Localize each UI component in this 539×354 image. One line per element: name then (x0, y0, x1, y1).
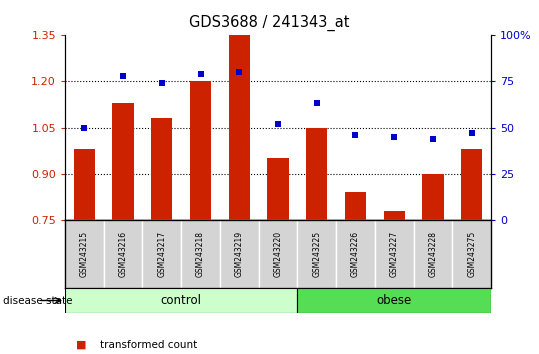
Bar (151, 118, 172, 220)
Bar (103, 220, 142, 288)
Bar (422, 174, 444, 220)
Bar (181, 220, 220, 288)
Point (313, 101, 321, 106)
Bar (461, 149, 482, 220)
Text: GDS3688 / 241343_at: GDS3688 / 241343_at (189, 15, 350, 32)
Text: GSM243227: GSM243227 (390, 231, 399, 277)
Bar (267, 158, 289, 220)
Text: GSM243226: GSM243226 (351, 231, 360, 277)
Point (80, 125, 89, 130)
Text: GSM243218: GSM243218 (196, 231, 205, 277)
Point (467, 130, 476, 136)
Point (157, 80, 166, 86)
Text: disease state: disease state (3, 296, 72, 306)
Bar (336, 220, 375, 288)
Bar (65, 288, 298, 313)
Text: control: control (161, 294, 202, 307)
Bar (229, 29, 250, 220)
Bar (190, 81, 211, 220)
Point (196, 71, 205, 77)
Point (351, 132, 360, 138)
Text: GSM243216: GSM243216 (119, 231, 128, 277)
Bar (65, 220, 103, 288)
Bar (259, 220, 298, 288)
Text: GSM243220: GSM243220 (273, 231, 282, 277)
Text: transformed count: transformed count (100, 340, 197, 350)
Bar (298, 220, 336, 288)
Bar (345, 192, 366, 220)
Bar (384, 211, 405, 220)
Bar (452, 220, 491, 288)
Bar (142, 220, 181, 288)
Point (274, 121, 282, 127)
Point (235, 69, 244, 75)
Text: ■: ■ (76, 340, 86, 350)
Bar (220, 220, 259, 288)
Text: GSM243219: GSM243219 (235, 231, 244, 277)
Text: obese: obese (377, 294, 412, 307)
Bar (413, 220, 452, 288)
Text: GSM243215: GSM243215 (80, 231, 89, 277)
Text: GSM243228: GSM243228 (429, 231, 438, 277)
Text: GSM243217: GSM243217 (157, 231, 167, 277)
Text: GSM243225: GSM243225 (312, 231, 321, 277)
Bar (113, 103, 134, 220)
Bar (306, 127, 327, 220)
Bar (74, 149, 95, 220)
Bar (298, 288, 491, 313)
Point (429, 136, 437, 142)
Point (390, 134, 398, 139)
Point (119, 73, 127, 79)
Bar (375, 220, 413, 288)
Text: GSM243275: GSM243275 (467, 231, 476, 277)
